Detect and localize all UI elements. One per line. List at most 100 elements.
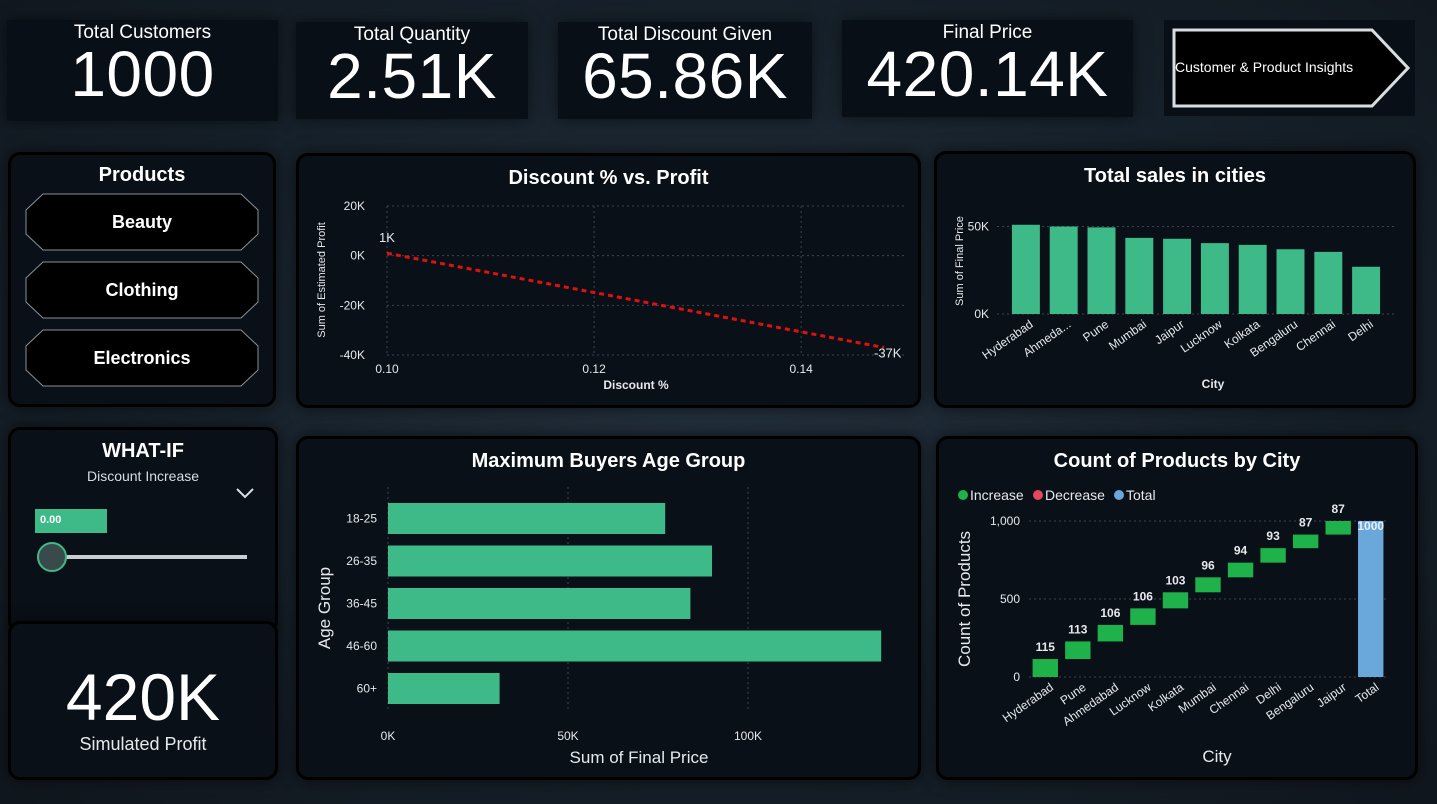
chart-title: Count of Products by City: [1053, 450, 1301, 472]
y-tick-label: 18-25: [346, 512, 377, 526]
nav-button-container: Customer & Product Insights: [1164, 20, 1415, 116]
x-tick-label: Chennai: [1293, 317, 1338, 354]
x-tick-label: Total: [1353, 680, 1382, 706]
y-tick-label: 36-45: [346, 597, 377, 611]
x-tick-label: 100K: [734, 729, 762, 743]
discount-profit-panel: Discount % vs. Profit 20K 0K -20K -40K 0.10 0…: [296, 153, 921, 408]
y-tick-label: 500: [1000, 592, 1020, 606]
whatif-value-field[interactable]: 0.00: [35, 509, 107, 533]
y-axis-label: Count of Products: [955, 531, 974, 667]
whatif-slider-track[interactable]: [37, 542, 247, 572]
y-axis-label: Sum of Final Price: [954, 216, 966, 306]
x-tick-label: 0.14: [789, 362, 813, 376]
arrow-button-shape: [1172, 28, 1410, 108]
data-label: 87: [1332, 502, 1346, 516]
data-label: 93: [1266, 529, 1280, 543]
kpi-label: Total Customers: [73, 22, 212, 43]
whatif-slider-thumb[interactable]: [37, 542, 67, 572]
discount-profit-chart: 20K 0K -20K -40K 0.10 0.12 0.14 1K -37K Discount …: [316, 199, 904, 392]
product-count-chart: 1,000 500 0 Increase Decrease Total 115 Hyderab…: [955, 487, 1387, 766]
product-button-shape: [25, 261, 259, 319]
chevron-down-icon[interactable]: [235, 487, 255, 499]
bar: [1238, 244, 1267, 314]
x-tick-label: 0.12: [582, 362, 606, 376]
trend-line: [386, 251, 885, 350]
waterfall-bar: [1292, 534, 1319, 549]
kpi-label: Total Discount Given: [597, 24, 773, 45]
y-tick-label: -40K: [340, 348, 365, 362]
data-label: 106: [1100, 606, 1120, 620]
whatif-param-label: Discount Increase: [86, 468, 200, 484]
x-axis-label: City: [1202, 377, 1225, 391]
bar: [1200, 243, 1229, 314]
legend-marker: [958, 490, 968, 500]
product-button-label: Beauty: [111, 212, 173, 232]
age-group-chart: 0K 50K 100K 18-25 26-35 36-45 46-60 60+ Sum of F…: [315, 487, 882, 767]
data-label: -37K: [874, 346, 902, 361]
bar: [388, 673, 500, 704]
x-tick-label: Lucknow: [1178, 317, 1225, 356]
product-button-electronics[interactable]: Electronics: [25, 329, 259, 387]
y-tick-label: 0K: [974, 307, 989, 321]
waterfall-bar: [1195, 577, 1221, 593]
kpi-label: Final Price: [942, 22, 1033, 43]
chart-title: Discount % vs. Profit: [508, 167, 709, 189]
nav-button-label: Customer & Product Insights: [1175, 59, 1354, 75]
waterfall-bar: [1130, 608, 1156, 625]
x-tick-label: Delhi: [1345, 317, 1375, 344]
data-label: 103: [1165, 573, 1185, 587]
data-label: 1K: [379, 230, 395, 245]
y-axis-label: Sum of Estimated Profit: [316, 222, 328, 338]
city-sales-panel: Total sales in cities 0K 50K Hyderabad Ahme…: [934, 151, 1416, 408]
waterfall-bar: [1162, 592, 1189, 609]
whatif-value: 0.00: [40, 514, 62, 526]
product-button-beauty[interactable]: Beauty: [25, 193, 259, 251]
product-button-label: Electronics: [93, 348, 191, 368]
kpi-value: 420.14K: [866, 38, 1109, 110]
bar: [1276, 249, 1305, 314]
legend-label: Increase: [970, 487, 1024, 503]
waterfall-bar: [1032, 659, 1058, 677]
waterfall-bar: [1325, 521, 1351, 535]
x-tick-label: Mumbai: [1106, 317, 1149, 353]
kpi-total-discount: Total Discount Given 65.86K: [558, 22, 812, 119]
bar: [388, 545, 712, 577]
bar: [1352, 266, 1381, 314]
x-tick-label: 0K: [381, 729, 396, 743]
product-count-panel: Count of Products by City 1,000 500 0 Incre…: [936, 436, 1418, 780]
legend-marker: [1114, 490, 1124, 500]
simulated-profit-label: Simulated Profit: [79, 734, 207, 754]
product-button-shape: [25, 193, 259, 251]
y-tick-label: 20K: [344, 199, 365, 213]
y-tick-label: -20K: [340, 298, 365, 312]
x-tick-label: 0.10: [375, 362, 399, 376]
bar: [1087, 227, 1116, 314]
waterfall-bar: [1097, 624, 1124, 642]
x-axis-label: City: [1202, 747, 1232, 766]
data-label: 115: [1036, 640, 1056, 654]
product-button-clothing[interactable]: Clothing: [25, 261, 259, 319]
chart-title: Maximum Buyers Age Group: [471, 450, 746, 472]
waterfall-bar: [1065, 641, 1091, 660]
legend-label: Decrease: [1045, 487, 1105, 503]
data-label: 94: [1234, 544, 1248, 558]
kpi-value: 65.86K: [582, 40, 788, 112]
customer-product-insights-button[interactable]: Customer & Product Insights: [1172, 28, 1410, 108]
bar: [1163, 238, 1192, 314]
bar: [1125, 237, 1154, 314]
chart-title: Total sales in cities: [1084, 165, 1266, 187]
y-tick-label: 50K: [968, 220, 989, 234]
product-button-shape: [25, 329, 259, 387]
kpi-total-quantity: Total Quantity 2.51K: [296, 22, 528, 119]
data-label: 87: [1299, 516, 1313, 530]
bar: [1314, 251, 1343, 314]
waterfall-bar: [1227, 562, 1254, 578]
x-tick-label: Jaipur: [1314, 680, 1349, 710]
data-label: 1000: [1357, 519, 1384, 533]
products-panel: Products Beauty Clothing Electronics: [8, 152, 276, 407]
kpi-total-customers: Total Customers 1000: [7, 20, 278, 121]
waterfall-bar: [1358, 521, 1384, 677]
x-tick-label: Hyderabad: [1000, 680, 1056, 725]
products-title: Products: [98, 164, 186, 186]
